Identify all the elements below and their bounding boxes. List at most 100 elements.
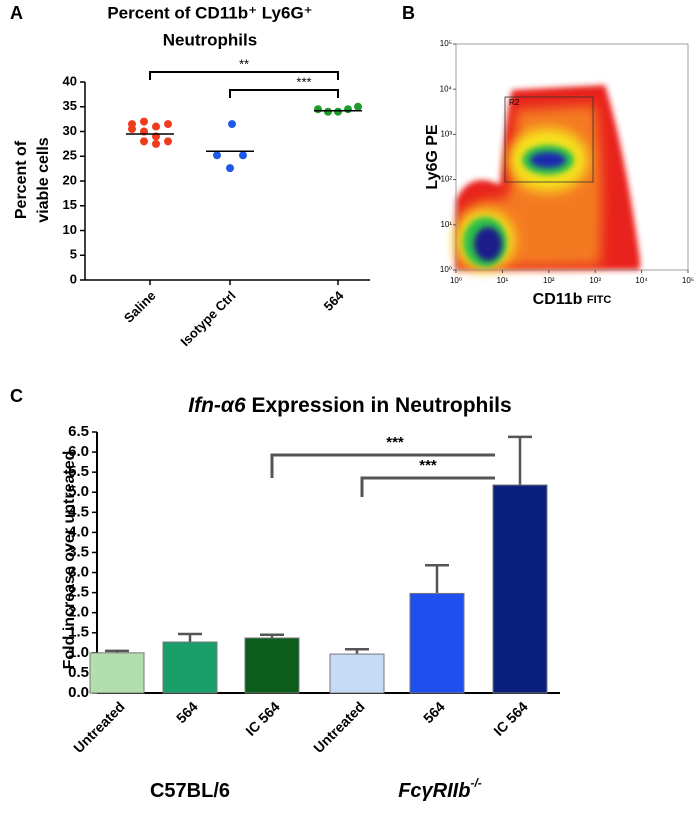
y-tick-label: 4.5	[68, 503, 89, 520]
group-label: C57BL/6	[150, 780, 230, 802]
data-point	[128, 125, 136, 134]
data-point	[314, 105, 322, 114]
y-tick-label: 10⁰	[440, 265, 452, 274]
data-point	[164, 137, 172, 146]
data-point	[226, 164, 234, 173]
bar	[409, 592, 465, 694]
y-tick-label: 10⁵	[440, 39, 452, 48]
y-tick-label: 10³	[440, 130, 452, 139]
significance-label: ***	[386, 434, 404, 451]
plot-frame	[455, 43, 689, 271]
density-blue	[530, 152, 566, 168]
x-tick-label: 564	[420, 698, 448, 726]
x-tick-label: 10¹	[497, 276, 509, 285]
data-point	[152, 122, 160, 131]
y-tick-label: 4.0	[68, 523, 89, 540]
bar	[162, 641, 218, 694]
density-cloud	[455, 85, 640, 270]
y-tick-label: 6.5	[68, 423, 89, 440]
data-point	[228, 120, 236, 129]
significance-label: ***	[296, 74, 311, 89]
y-tick-label: 10⁴	[440, 84, 453, 93]
data-point	[344, 105, 352, 114]
significance-label: **	[239, 56, 249, 71]
bar	[329, 653, 385, 694]
data-point	[324, 107, 332, 116]
y-tick-label: 2.5	[68, 584, 89, 601]
data-point	[152, 139, 160, 148]
y-tick-label: 20	[63, 172, 77, 187]
y-tick-label: 10¹	[440, 220, 452, 229]
group-label-name: C57BL/6	[150, 780, 230, 802]
significance-bracket	[229, 89, 339, 98]
group-label-sup: -/-	[470, 776, 481, 790]
x-tick-label: 10³	[589, 276, 601, 285]
y-tick-label: 30	[63, 123, 77, 138]
y-axis-label: Fold increase over untreated	[61, 451, 78, 670]
gate	[504, 96, 594, 183]
y-axis-label: Percent of	[13, 140, 30, 219]
panel-label: C	[10, 386, 23, 406]
y-tick-label: 35	[63, 98, 77, 113]
x-tick-label: 10²	[543, 276, 555, 285]
gate-label: R2	[509, 98, 520, 107]
data-point	[239, 151, 247, 160]
x-tick-label: Untreated	[70, 698, 128, 756]
x-tick-label: 564	[173, 698, 201, 726]
y-tick-label: 2.0	[68, 604, 89, 621]
data-point	[213, 151, 221, 160]
y-tick-label: 3.0	[68, 564, 89, 581]
bar	[89, 652, 145, 694]
panel-label: B	[402, 3, 415, 23]
x-tick-label: 10⁵	[682, 276, 694, 285]
group-label: FcγRIIb-/-	[398, 776, 482, 802]
data-point	[164, 120, 172, 129]
significance-bracket	[360, 476, 495, 497]
x-tick-label: 10⁴	[635, 276, 648, 285]
x-axis-label: CD11b FITC	[533, 291, 612, 308]
y-tick-label: 10	[63, 222, 77, 237]
panel-label: A	[10, 3, 23, 23]
y-tick-label: 25	[63, 148, 77, 163]
x-tick-label: 10⁰	[450, 276, 462, 285]
bar	[244, 637, 300, 694]
data-point	[354, 102, 362, 111]
x-tick-label: IC 564	[242, 698, 283, 739]
x-tick-label: Untreated	[310, 698, 368, 756]
bar	[492, 484, 548, 694]
y-tick-label: 0.0	[68, 684, 89, 701]
data-point	[334, 107, 342, 116]
significance-bracket	[270, 453, 495, 478]
data-point	[140, 137, 148, 146]
x-tick-label: 564	[321, 287, 347, 313]
y-tick-label: 6.0	[68, 443, 89, 460]
y-axis-label: Ly6G PE	[424, 124, 441, 190]
significance-label: ***	[419, 457, 437, 474]
x-tick-label: Saline	[121, 288, 159, 326]
x-axis-label-main: CD11b	[533, 291, 583, 308]
chart-title-rest: Expression in Neutrophils	[251, 394, 511, 417]
group-label-name: FcγRIIb	[398, 780, 470, 802]
y-tick-label: 5.0	[68, 483, 89, 500]
y-tick-label: 1.5	[68, 624, 89, 641]
y-tick-label: 3.5	[68, 543, 89, 560]
y-tick-label: 0.5	[68, 664, 89, 681]
x-axis-label-suffix: FITC	[587, 294, 611, 306]
y-tick-label: 15	[63, 197, 77, 212]
x-tick-label: IC 564	[490, 698, 531, 739]
chart-title: Neutrophils	[163, 30, 257, 49]
y-axis-label: viable cells	[35, 137, 52, 222]
chart-title: Percent of CD11b⁺ Ly6G⁺	[107, 3, 312, 22]
significance-bracket	[149, 71, 339, 80]
y-tick-label: 40	[63, 73, 77, 88]
chart-title-gene: Ifn-α6	[188, 394, 246, 417]
y-tick-label: 5.5	[68, 463, 89, 480]
y-tick-label: 5	[70, 247, 77, 262]
y-tick-label: 0	[70, 271, 77, 286]
data-point	[140, 117, 148, 126]
y-tick-label: 10²	[440, 175, 452, 184]
x-tick-label: Isotype Ctrl	[177, 288, 238, 349]
density-blue	[474, 227, 502, 261]
